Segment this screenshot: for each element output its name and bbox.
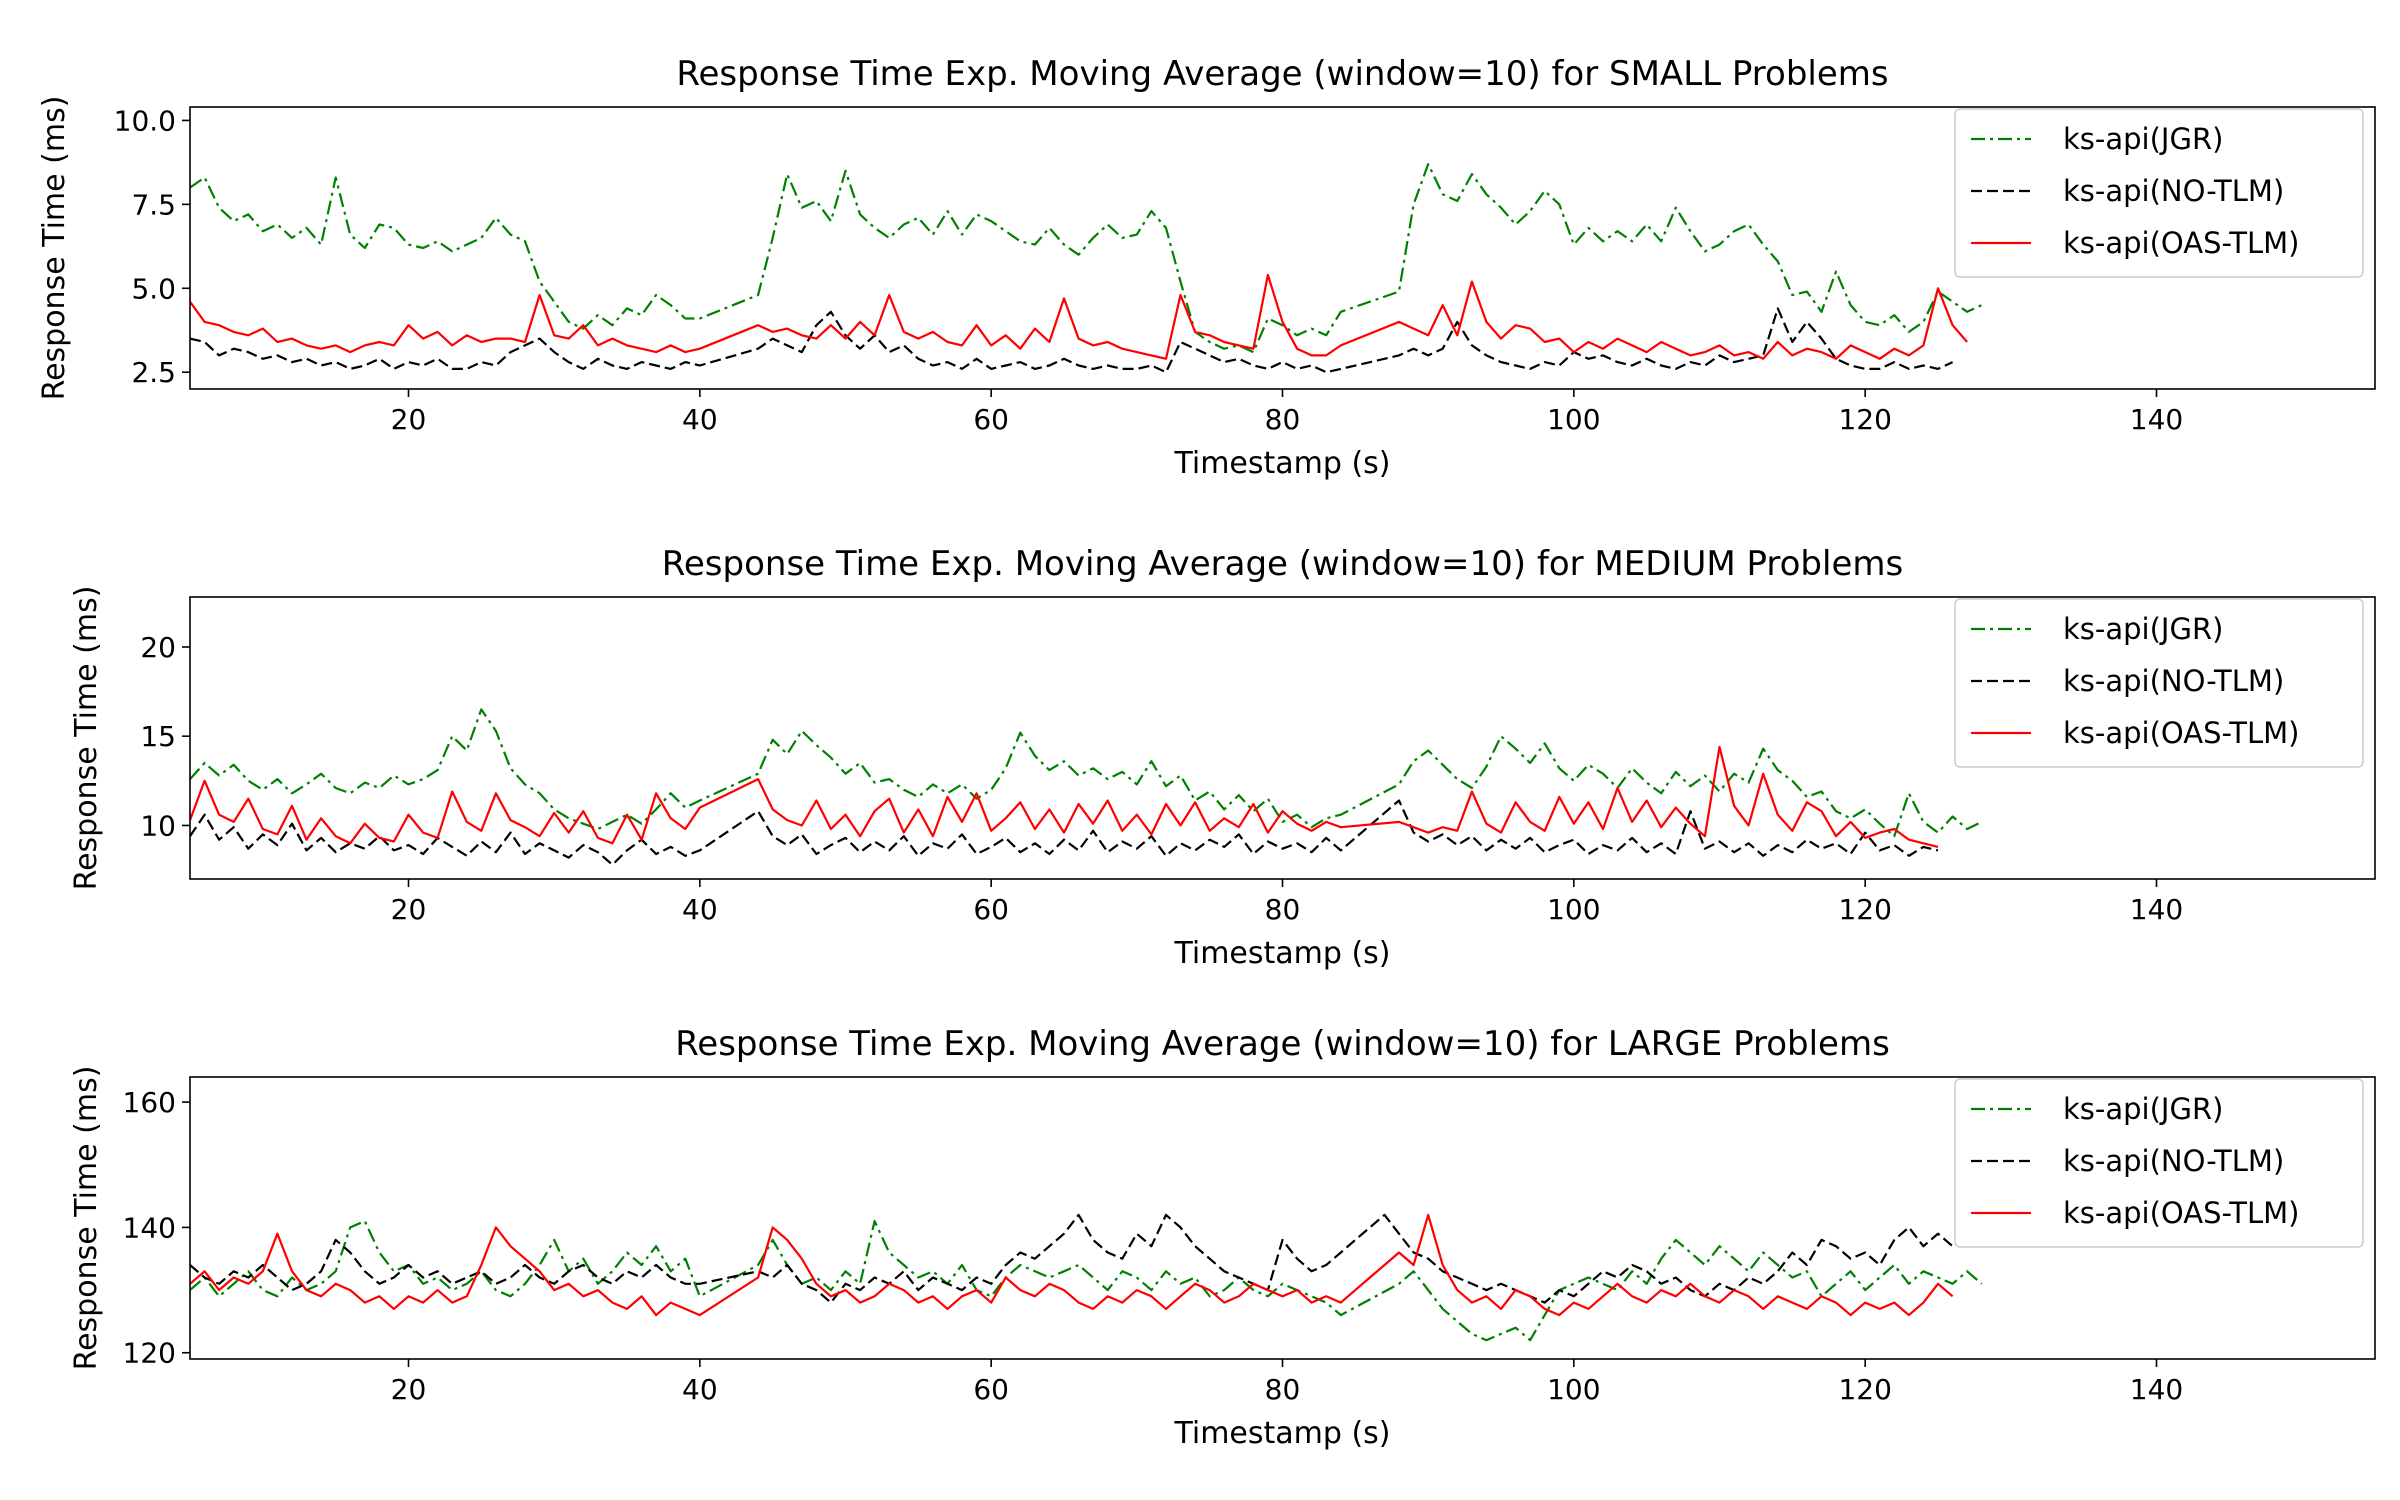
chart-panel: Response Time Exp. Moving Average (windo… xyxy=(37,54,2376,481)
chart-title: Response Time Exp. Moving Average (windo… xyxy=(675,1024,1890,1064)
x-tick-label: 120 xyxy=(1838,893,1891,926)
x-tick-label: 40 xyxy=(682,403,718,436)
legend-label: ks-api(NO-TLM) xyxy=(2063,174,2284,208)
x-tick-label: 60 xyxy=(973,893,1009,926)
x-tick-label: 60 xyxy=(973,1373,1009,1406)
y-tick-label: 140 xyxy=(123,1211,176,1244)
x-tick-label: 80 xyxy=(1265,893,1301,926)
series-group xyxy=(190,708,1983,866)
x-tick-label: 20 xyxy=(391,403,427,436)
legend: ks-api(JGR) ks-api(NO-TLM) ks-api(OAS-TLM) xyxy=(1954,1078,2364,1248)
legend-label: ks-api(OAS-TLM) xyxy=(2063,226,2300,260)
legend: ks-api(JGR) ks-api(NO-TLM) ks-api(OAS-TLM) xyxy=(1954,598,2364,768)
y-tick-label: 7.5 xyxy=(131,188,176,221)
legend-label: ks-api(JGR) xyxy=(2063,612,2223,646)
x-tick-label: 100 xyxy=(1547,403,1600,436)
panels: Response Time Exp. Moving Average (windo… xyxy=(37,54,2376,1451)
y-axis-label: Response Time (ms) xyxy=(69,1066,104,1371)
series-line xyxy=(190,708,1983,838)
x-tick-label: 60 xyxy=(973,403,1009,436)
series-line xyxy=(190,1213,1954,1317)
y-axis-label: Response Time (ms) xyxy=(69,586,104,891)
legend-label: ks-api(OAS-TLM) xyxy=(2063,716,2300,750)
x-axis-label: Timestamp (s) xyxy=(1173,1416,1390,1451)
x-axis-label: Timestamp (s) xyxy=(1173,936,1390,971)
legend-label: ks-api(NO-TLM) xyxy=(2063,1144,2284,1178)
x-tick-label: 140 xyxy=(2130,893,2183,926)
legend-label: ks-api(OAS-TLM) xyxy=(2063,1196,2300,1230)
series-group xyxy=(190,1213,1983,1342)
legend-label: ks-api(JGR) xyxy=(2063,1092,2223,1126)
series-line xyxy=(190,745,1939,848)
chart-panel: Response Time Exp. Moving Average (windo… xyxy=(69,1024,2376,1451)
x-tick-label: 120 xyxy=(1838,403,1891,436)
x-tick-label: 80 xyxy=(1265,403,1301,436)
series-line xyxy=(190,1220,1983,1342)
chart-title: Response Time Exp. Moving Average (windo… xyxy=(676,54,1888,94)
legend-box xyxy=(1954,108,2364,278)
y-tick-label: 160 xyxy=(123,1086,176,1119)
x-tick-label: 100 xyxy=(1547,1373,1600,1406)
chart-panel: Response Time Exp. Moving Average (windo… xyxy=(69,544,2376,971)
legend: ks-api(JGR) ks-api(NO-TLM) ks-api(OAS-TLM) xyxy=(1954,108,2364,278)
y-axis-label: Response Time (ms) xyxy=(37,96,72,401)
x-tick-label: 100 xyxy=(1547,893,1600,926)
series-line xyxy=(190,273,1968,360)
y-tick-label: 2.5 xyxy=(131,356,176,389)
series-line xyxy=(190,307,1954,374)
legend-label: ks-api(NO-TLM) xyxy=(2063,664,2284,698)
series-line xyxy=(190,163,1983,354)
y-tick-label: 10.0 xyxy=(114,104,176,137)
y-tick-label: 20 xyxy=(140,631,176,664)
x-axis-label: Timestamp (s) xyxy=(1173,446,1390,481)
legend-box xyxy=(1954,598,2364,768)
y-tick-label: 120 xyxy=(123,1337,176,1370)
x-tick-label: 140 xyxy=(2130,1373,2183,1406)
x-tick-label: 20 xyxy=(391,1373,427,1406)
series-line xyxy=(190,799,1939,866)
series-group xyxy=(190,163,1983,374)
x-tick-label: 40 xyxy=(682,1373,718,1406)
x-tick-label: 40 xyxy=(682,893,718,926)
y-tick-label: 10 xyxy=(140,809,176,842)
y-tick-label: 5.0 xyxy=(131,272,176,305)
x-tick-label: 140 xyxy=(2130,403,2183,436)
x-tick-label: 120 xyxy=(1838,1373,1891,1406)
x-tick-label: 80 xyxy=(1265,1373,1301,1406)
legend-box xyxy=(1954,1078,2364,1248)
y-tick-label: 15 xyxy=(140,720,176,753)
chart-title: Response Time Exp. Moving Average (windo… xyxy=(662,544,1903,584)
x-tick-label: 20 xyxy=(391,893,427,926)
legend-label: ks-api(JGR) xyxy=(2063,122,2223,156)
